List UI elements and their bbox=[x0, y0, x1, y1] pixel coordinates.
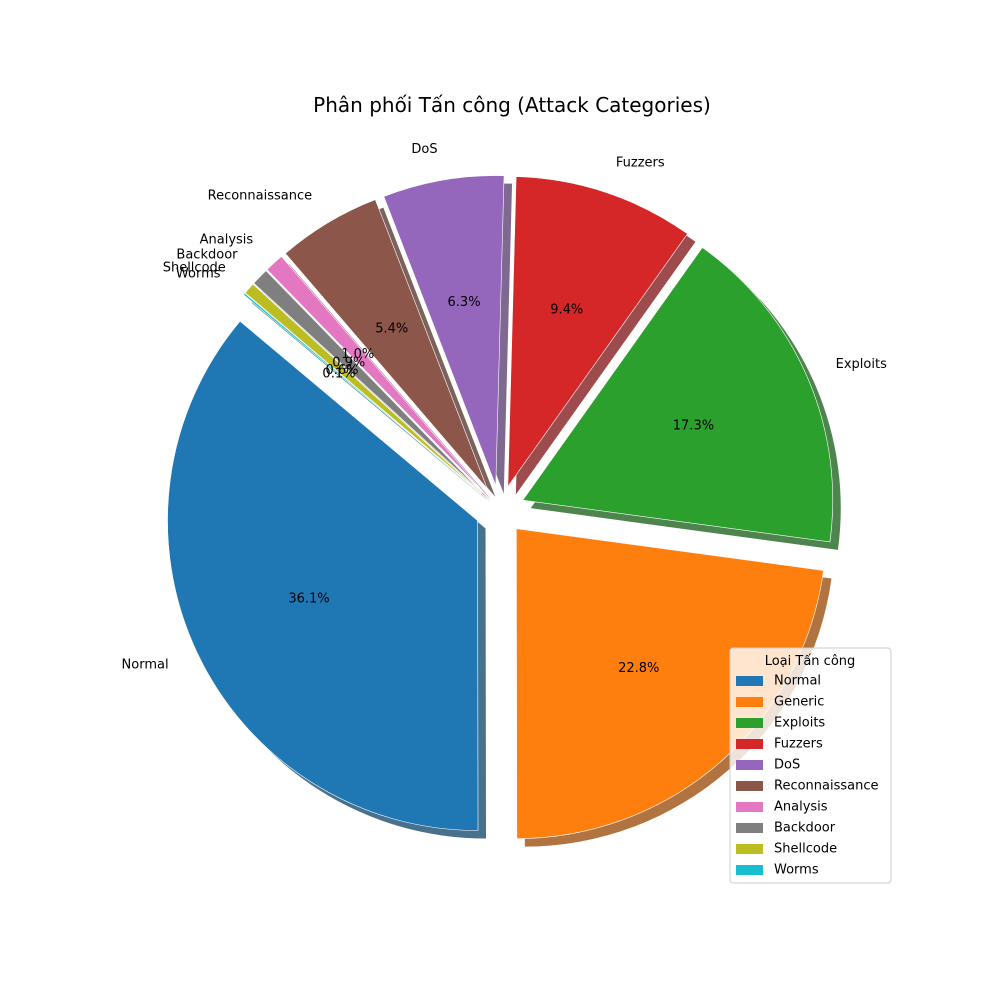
pie-label-backdoor: Backdoor bbox=[176, 248, 238, 263]
legend-entry-fuzzers: Fuzzers bbox=[774, 737, 823, 752]
legend-entry-exploits: Exploits bbox=[774, 716, 825, 731]
legend-title: Loại Tấn công bbox=[765, 654, 856, 669]
legend-entry-backdoor: Backdoor bbox=[774, 821, 836, 836]
pie-pct-label-shellcode: 0.6% bbox=[325, 363, 358, 378]
pie-slice-normal bbox=[167, 320, 479, 831]
chart-title: Phân phối Tấn công (Attack Categories) bbox=[313, 93, 711, 117]
legend-entry-generic: Generic bbox=[774, 695, 824, 710]
legend-entry-worms: Worms bbox=[774, 863, 819, 878]
legend-swatch-worms bbox=[736, 865, 763, 875]
pie-pct-label-reconnaissance: 5.4% bbox=[375, 322, 408, 337]
pie-label-dos: DoS bbox=[411, 142, 437, 157]
pie-slice-fuzzers bbox=[507, 176, 688, 488]
legend-swatch-backdoor bbox=[736, 823, 763, 833]
pie-slice-reconnaissance bbox=[284, 199, 488, 489]
pie-label-worms: Worms bbox=[176, 266, 221, 281]
legend-entry-normal: Normal bbox=[774, 674, 821, 689]
legend-swatch-shellcode bbox=[736, 844, 763, 854]
pie-pct-label-generic: 22.8% bbox=[618, 661, 659, 676]
pie-label-shellcode: Shellcode bbox=[163, 260, 226, 275]
pie-label-fuzzers: Fuzzers bbox=[616, 156, 665, 171]
pie-pct-label-backdoor: 0.9% bbox=[332, 356, 365, 371]
pie-label-normal: Normal bbox=[122, 657, 169, 672]
legend-entry-analysis: Analysis bbox=[774, 800, 828, 815]
legend-swatch-reconnaissance bbox=[736, 781, 763, 791]
pie-slice-generic bbox=[516, 528, 824, 839]
legend-entry-reconnaissance: Reconnaissance bbox=[774, 779, 879, 794]
pie-slice-analysis bbox=[266, 256, 484, 492]
legend-swatch-fuzzers bbox=[736, 739, 763, 749]
pie-pct-label-fuzzers: 9.4% bbox=[550, 303, 583, 318]
pie-pct-label-analysis: 1.0% bbox=[341, 347, 374, 362]
legend-items: Normal Generic Exploits Fuzzers DoS Reconnais… bbox=[736, 674, 879, 878]
pie-slice-exploits bbox=[522, 247, 834, 543]
legend-entry-dos: DoS bbox=[774, 758, 800, 773]
pie-pct-label-normal: 36.1% bbox=[288, 592, 329, 607]
pie-label-exploits: Exploits bbox=[836, 357, 887, 372]
legend-swatch-dos bbox=[736, 760, 763, 770]
pie-pct-label-exploits: 17.3% bbox=[673, 419, 714, 434]
pie-slice-shellcode bbox=[244, 283, 482, 494]
pie-pct-label-worms: 0.1% bbox=[322, 366, 355, 381]
legend-swatch-exploits bbox=[736, 718, 763, 728]
pie-slice-worms bbox=[243, 292, 482, 495]
legend-swatch-generic bbox=[736, 697, 763, 707]
pie-pct-label-dos: 6.3% bbox=[448, 295, 481, 310]
pie-slice-dos bbox=[383, 175, 505, 486]
legend-swatch-normal bbox=[736, 676, 763, 686]
legend-entry-shellcode: Shellcode bbox=[774, 842, 837, 857]
pie-slice-backdoor bbox=[253, 270, 483, 493]
chart-legend: Loại Tấn công Normal Generic Exploits Fuzze… bbox=[729, 647, 892, 884]
pie-slice-layer bbox=[167, 175, 834, 839]
pie-label-analysis: Analysis bbox=[200, 233, 254, 248]
legend-swatch-analysis bbox=[736, 802, 763, 812]
pie-label-reconnaissance: Reconnaissance bbox=[208, 189, 313, 204]
legend-frame bbox=[729, 647, 892, 884]
